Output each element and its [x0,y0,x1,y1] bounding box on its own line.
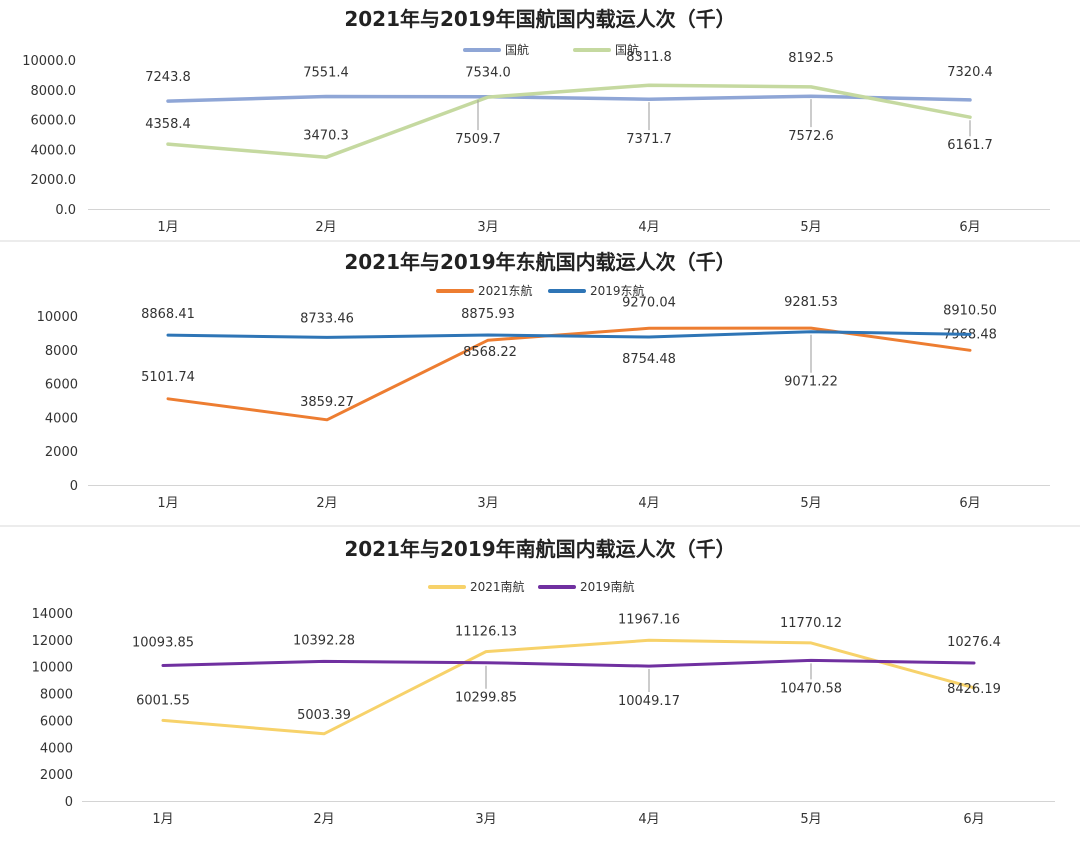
data-label: 7551.4 [303,65,349,80]
data-label: 6161.7 [947,138,993,153]
data-label: 9270.04 [622,295,676,310]
chart-panel-air-china: 2021年与2019年国航国内载运人次（千） 国航 国航 0.0 2000.0 4000.… [0,0,1080,240]
y-tick-label: 8000.0 [31,84,77,99]
data-label: 7371.7 [626,132,672,147]
x-tick-label: 6月 [959,496,980,511]
series-line [166,326,972,422]
y-tick-label: 4000 [40,741,73,756]
legend-label: 2021南航 [470,579,525,594]
series-line [166,94,972,103]
data-label: 11126.13 [455,625,517,640]
y-tick-label: 6000 [45,378,78,393]
data-label: 8910.50 [943,303,997,318]
data-label: 8192.5 [788,51,834,66]
data-label: 9071.22 [784,375,838,390]
data-label: 10470.58 [780,681,842,696]
data-label: 10049.17 [618,694,680,709]
x-tick-label: 2月 [313,812,334,827]
data-label: 10093.85 [132,635,194,650]
y-tick-label: 0 [65,795,73,810]
series-line [161,658,976,668]
data-label: 7534.0 [465,66,511,81]
x-tick-label: 4月 [638,220,659,235]
y-tick-label: 8000 [40,688,73,703]
x-tick-label: 1月 [157,496,178,511]
series-line [166,83,972,160]
data-label: 7320.4 [947,65,993,80]
data-label: 10276.4 [947,635,1001,650]
data-label: 7572.6 [788,129,834,144]
x-tick-label: 2月 [316,496,337,511]
y-tick-label: 10000.0 [22,54,76,69]
chart-title: 2021年与2019年南航国内载运人次（千） [344,537,735,561]
line-chart-china-eastern: 2021年与2019年东航国内载运人次（千） 2021东航 2019东航 0 2000 4… [37,250,1050,511]
x-tick-label: 2月 [315,220,336,235]
x-tick-label: 1月 [157,220,178,235]
data-label: 8733.46 [300,311,354,326]
y-tick-label: 0.0 [55,203,76,218]
data-label: 6001.55 [136,693,190,708]
x-tick-label: 3月 [477,220,498,235]
y-tick-label: 12000 [32,634,73,649]
data-label: 8311.8 [626,50,672,65]
chart-panel-china-eastern: 2021年与2019年东航国内载运人次（千） 2021东航 2019东航 0 2000 4… [0,243,1080,525]
data-label: 4358.4 [145,117,191,132]
data-label: 5003.39 [297,708,351,723]
y-tick-label: 6000 [40,714,73,729]
y-tick-label: 10000 [37,310,78,325]
x-tick-label: 6月 [963,812,984,827]
y-tick-label: 14000 [32,607,73,622]
data-label: 11967.16 [618,612,680,627]
data-label: 8868.41 [141,307,195,322]
y-tick-label: 2000.0 [31,173,77,188]
panel-divider [0,240,1080,242]
data-label: 8875.93 [461,307,515,322]
y-tick-label: 2000 [45,445,78,460]
data-label: 7509.7 [455,132,501,147]
line-chart-air-china: 2021年与2019年国航国内载运人次（千） 国航 国航 0.0 2000.0 4000.… [22,7,1050,235]
data-label: 8426.19 [947,682,1001,697]
x-tick-label: 5月 [800,812,821,827]
x-tick-label: 3月 [475,812,496,827]
x-tick-label: 5月 [800,496,821,511]
y-tick-label: 4000.0 [31,143,77,158]
y-tick-label: 6000.0 [31,114,77,129]
data-label: 3859.27 [300,395,354,410]
x-tick-label: 6月 [959,220,980,235]
x-tick-label: 4月 [638,812,659,827]
data-label: 5101.74 [141,370,195,385]
data-label: 8754.48 [622,352,676,367]
y-tick-label: 0 [70,479,78,494]
data-label: 9281.53 [784,295,838,310]
line-chart-china-southern: 2021年与2019年南航国内载运人次（千） 2021南航 2019南航 0 2000 4… [32,537,1055,827]
data-label: 3470.3 [303,128,349,143]
x-tick-label: 1月 [152,812,173,827]
legend-label: 国航 [505,42,529,57]
data-label: 8568.22 [463,345,517,360]
legend-label: 2021东航 [478,283,533,298]
chart-title: 2021年与2019年国航国内载运人次（千） [344,7,735,31]
y-tick-label: 8000 [45,344,78,359]
legend-label: 2019东航 [590,283,645,298]
data-label: 10299.85 [455,691,517,706]
data-label: 11770.12 [780,616,842,631]
x-tick-label: 3月 [477,496,498,511]
series-line [166,330,972,339]
panel-divider [0,525,1080,527]
legend-label: 2019南航 [580,579,635,594]
data-label: 7243.8 [145,70,191,85]
y-tick-label: 4000 [45,411,78,426]
chart-panel-china-southern: 2021年与2019年南航国内载运人次（千） 2021南航 2019南航 0 2000 4… [0,528,1080,843]
y-tick-label: 2000 [40,768,73,783]
x-tick-label: 5月 [800,220,821,235]
x-tick-label: 4月 [638,496,659,511]
legend-label: 国航 [615,42,639,57]
series-line [161,638,976,736]
y-tick-label: 10000 [32,661,73,676]
chart-title: 2021年与2019年东航国内载运人次（千） [344,250,735,274]
data-label: 10392.28 [293,633,355,648]
